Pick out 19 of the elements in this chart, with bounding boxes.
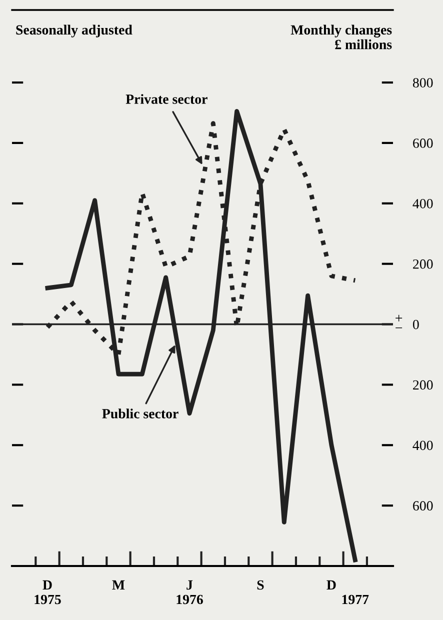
x-tick-label: J 1976 [176,580,203,604]
ref-line-label: + − [396,314,402,328]
series-label: Private sector [126,94,208,104]
y-tick-label: 600 [413,138,433,148]
series-label: Public sector [102,408,178,418]
y-tick-label: 400 [412,440,433,450]
y-tick-label: 400 [412,198,433,208]
x-tick-label: D 1975 [34,580,61,604]
x-tick-label: 1977 [342,594,369,604]
x-tick-label: S [257,580,264,590]
y-tick-label: 800 [412,78,433,88]
y-tick-label: 0 [412,320,419,330]
y-tick-label: 200 [413,259,433,269]
x-tick-label: M [112,580,125,590]
y-axis-title: Monthly changes £ millions [290,24,392,50]
text: Seasonally adjusted [16,24,132,38]
y-tick-label: 600 [413,501,433,511]
x-tick-label: D [326,580,336,590]
y-tick-label: 200 [413,380,433,390]
